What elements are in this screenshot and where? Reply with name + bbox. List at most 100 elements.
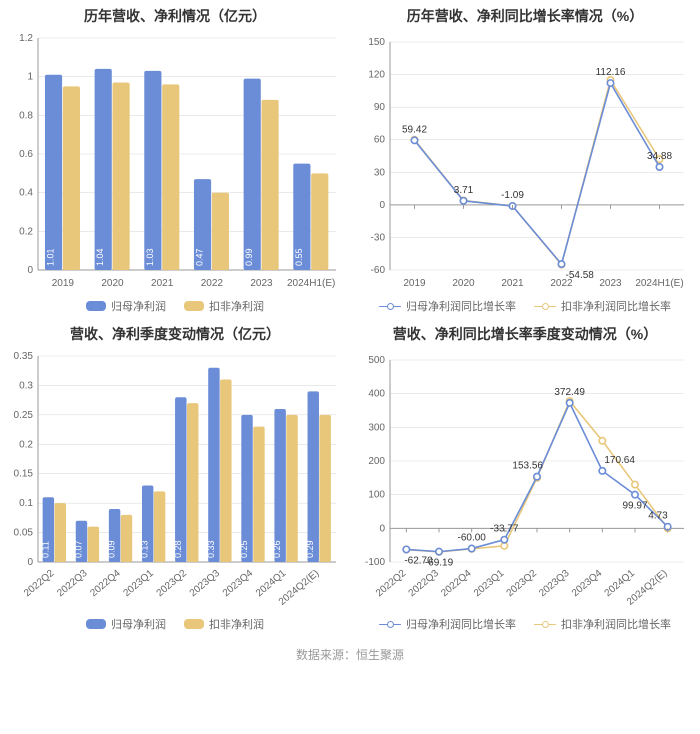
svg-text:60: 60 bbox=[374, 135, 386, 146]
legend-swatch-yellow bbox=[184, 619, 204, 629]
svg-text:1.01: 1.01 bbox=[46, 248, 56, 266]
legend-item-blue: 归母净利润 bbox=[86, 298, 166, 314]
svg-text:34.88: 34.88 bbox=[647, 151, 672, 162]
chart-annual-values: 00.20.40.60.811.21.011.041.030.470.990.5… bbox=[4, 32, 344, 292]
svg-text:500: 500 bbox=[368, 355, 385, 366]
svg-text:2023Q1: 2023Q1 bbox=[472, 568, 507, 600]
svg-text:2019: 2019 bbox=[403, 278, 426, 289]
panel-quarterly-growth: 营收、净利同比增长率季度变动情况（%） -1000100200300400500… bbox=[350, 318, 700, 636]
svg-text:2022Q3: 2022Q3 bbox=[55, 568, 90, 600]
svg-text:-30: -30 bbox=[371, 232, 386, 243]
legend-label: 归母净利润 bbox=[111, 298, 166, 314]
svg-text:300: 300 bbox=[368, 422, 385, 433]
svg-text:0.47: 0.47 bbox=[195, 248, 205, 266]
svg-text:0.05: 0.05 bbox=[14, 528, 34, 539]
svg-text:0: 0 bbox=[27, 265, 33, 276]
legend-label: 扣非净利润 bbox=[209, 616, 264, 632]
legend-item-blue: 归母净利润同比增长率 bbox=[379, 616, 516, 632]
svg-text:0.99: 0.99 bbox=[244, 248, 254, 266]
svg-text:153.56: 153.56 bbox=[512, 461, 543, 472]
svg-text:2022: 2022 bbox=[201, 278, 224, 289]
svg-text:0.33: 0.33 bbox=[206, 540, 216, 558]
svg-text:90: 90 bbox=[374, 102, 386, 113]
svg-text:1.03: 1.03 bbox=[145, 248, 155, 266]
svg-text:0.4: 0.4 bbox=[19, 188, 33, 199]
legend-swatch-line-yellow bbox=[534, 306, 556, 307]
svg-text:0.09: 0.09 bbox=[107, 540, 117, 558]
svg-text:0.11: 0.11 bbox=[40, 541, 50, 558]
svg-text:3.71: 3.71 bbox=[454, 185, 474, 196]
svg-text:0.55: 0.55 bbox=[294, 248, 304, 266]
svg-text:2022Q3: 2022Q3 bbox=[407, 568, 442, 600]
legend-swatch-line-blue bbox=[379, 624, 401, 625]
legend-swatch-line-blue bbox=[379, 306, 401, 307]
legend-swatch-blue bbox=[86, 301, 106, 311]
legend-annual-values: 归母净利润 扣非净利润 bbox=[4, 298, 346, 314]
svg-text:4.73: 4.73 bbox=[648, 511, 668, 522]
svg-text:59.42: 59.42 bbox=[402, 124, 427, 135]
svg-text:1: 1 bbox=[27, 72, 33, 83]
svg-text:2024H1(E): 2024H1(E) bbox=[635, 278, 683, 289]
chart-quarterly-values: 00.050.10.150.20.250.30.350.110.070.090.… bbox=[4, 350, 344, 610]
svg-text:150: 150 bbox=[368, 37, 385, 48]
svg-text:-100: -100 bbox=[365, 557, 385, 568]
svg-text:0.1: 0.1 bbox=[19, 498, 33, 509]
svg-text:2021: 2021 bbox=[501, 278, 524, 289]
panel-title: 营收、净利季度变动情况（亿元） bbox=[4, 324, 346, 344]
svg-text:0.25: 0.25 bbox=[14, 410, 34, 421]
svg-text:0.6: 0.6 bbox=[19, 149, 33, 160]
svg-text:30: 30 bbox=[374, 167, 386, 178]
svg-text:0.35: 0.35 bbox=[14, 351, 34, 362]
svg-text:2022Q4: 2022Q4 bbox=[88, 568, 123, 600]
svg-text:0: 0 bbox=[379, 200, 385, 211]
svg-text:400: 400 bbox=[368, 389, 385, 400]
legend-item-yellow: 扣非净利润 bbox=[184, 616, 264, 632]
svg-text:2020: 2020 bbox=[452, 278, 475, 289]
svg-text:0.3: 0.3 bbox=[19, 380, 33, 391]
panel-title: 历年营收、净利情况（亿元） bbox=[4, 6, 346, 26]
svg-text:-60: -60 bbox=[371, 265, 386, 276]
legend-label: 扣非净利润 bbox=[209, 298, 264, 314]
svg-text:0.25: 0.25 bbox=[239, 540, 249, 558]
svg-text:112.16: 112.16 bbox=[596, 67, 626, 78]
svg-text:0.07: 0.07 bbox=[73, 540, 83, 558]
legend-swatch-blue bbox=[86, 619, 106, 629]
svg-text:2023Q4: 2023Q4 bbox=[221, 568, 256, 600]
svg-text:2019: 2019 bbox=[52, 278, 75, 289]
svg-text:2023Q4: 2023Q4 bbox=[570, 568, 605, 600]
svg-text:0: 0 bbox=[27, 557, 33, 568]
svg-text:-60.00: -60.00 bbox=[457, 533, 486, 544]
panel-annual-growth: 历年营收、净利同比增长率情况（%） -60-30030609012015059.… bbox=[350, 0, 700, 318]
legend-swatch-line-yellow bbox=[534, 624, 556, 625]
legend-label: 归母净利润同比增长率 bbox=[406, 298, 516, 314]
svg-text:200: 200 bbox=[368, 456, 385, 467]
svg-text:2023: 2023 bbox=[250, 278, 273, 289]
legend-item-blue: 归母净利润同比增长率 bbox=[379, 298, 516, 314]
svg-text:0: 0 bbox=[379, 523, 385, 534]
svg-text:372.49: 372.49 bbox=[554, 387, 585, 398]
svg-text:2023Q2: 2023Q2 bbox=[155, 568, 190, 600]
legend-label: 扣非净利润同比增长率 bbox=[561, 298, 671, 314]
svg-text:2022: 2022 bbox=[550, 278, 573, 289]
legend-label: 扣非净利润同比增长率 bbox=[561, 616, 671, 632]
legend-quarterly-growth: 归母净利润同比增长率 扣非净利润同比增长率 bbox=[354, 616, 696, 632]
svg-text:120: 120 bbox=[368, 70, 385, 81]
svg-text:0.2: 0.2 bbox=[19, 226, 33, 237]
legend-label: 归母净利润同比增长率 bbox=[406, 616, 516, 632]
svg-text:0.2: 0.2 bbox=[19, 439, 33, 450]
svg-text:170.64: 170.64 bbox=[604, 455, 635, 466]
svg-text:0.13: 0.13 bbox=[140, 540, 150, 558]
panel-quarterly-values: 营收、净利季度变动情况（亿元） 00.050.10.150.20.250.30.… bbox=[0, 318, 350, 636]
svg-text:-69.19: -69.19 bbox=[425, 558, 454, 569]
svg-text:99.97: 99.97 bbox=[622, 501, 647, 512]
svg-text:2023Q2: 2023Q2 bbox=[505, 568, 540, 600]
svg-text:2023: 2023 bbox=[599, 278, 622, 289]
legend-item-yellow: 扣非净利润同比增长率 bbox=[534, 298, 671, 314]
chart-grid: 历年营收、净利情况（亿元） 00.20.40.60.811.21.011.041… bbox=[0, 0, 700, 636]
svg-text:0.28: 0.28 bbox=[173, 540, 183, 558]
svg-text:100: 100 bbox=[368, 490, 385, 501]
svg-text:1.04: 1.04 bbox=[95, 248, 105, 266]
legend-item-yellow: 扣非净利润 bbox=[184, 298, 264, 314]
svg-text:2022Q2: 2022Q2 bbox=[374, 568, 409, 600]
svg-text:2023Q3: 2023Q3 bbox=[188, 568, 223, 600]
